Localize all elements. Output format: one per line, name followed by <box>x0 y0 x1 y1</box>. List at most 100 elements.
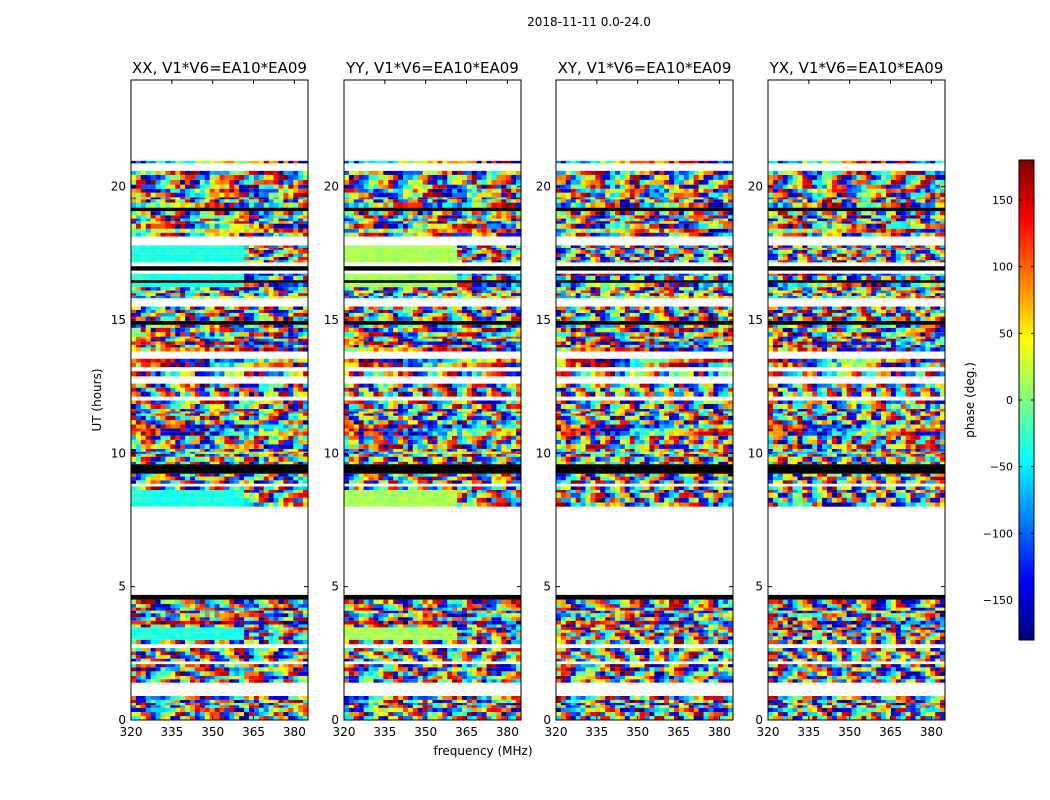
heatmap-cell <box>150 358 156 363</box>
heatmap-cell <box>150 256 156 261</box>
heatmap-cell <box>462 664 468 668</box>
heatmap-cell <box>145 290 152 294</box>
heatmap-cell <box>283 391 289 397</box>
heatmap-cell <box>185 295 191 299</box>
heatmap-cell <box>224 197 230 200</box>
heatmap-cell <box>383 648 389 652</box>
heatmap-cell <box>293 290 299 294</box>
heatmap-cell <box>506 696 512 700</box>
heatmap-cell <box>506 490 512 493</box>
heatmap-cell <box>417 632 424 637</box>
heatmap-cell <box>249 413 255 416</box>
heatmap-cell <box>368 675 374 680</box>
heatmap-cell <box>165 699 171 703</box>
heatmap-cell <box>263 604 270 608</box>
heatmap-cell <box>403 624 409 628</box>
heatmap-cell <box>476 502 483 507</box>
heatmap-cell <box>348 679 355 683</box>
heatmap-cell <box>368 658 374 662</box>
heatmap-cell <box>175 490 181 493</box>
heatmap-cell <box>150 629 156 633</box>
heatmap-cell <box>175 702 181 706</box>
heatmap-cell <box>190 705 196 708</box>
heatmap-cell <box>131 232 137 237</box>
heatmap-cell <box>288 324 294 328</box>
heatmap-cell <box>393 636 399 640</box>
heatmap-cell <box>229 632 235 637</box>
heatmap-cell <box>199 260 206 263</box>
heatmap-cell <box>234 679 240 683</box>
heatmap-cell <box>363 664 369 668</box>
heatmap-cell <box>234 245 240 248</box>
heatmap-cell <box>283 338 289 342</box>
heatmap-cell <box>403 492 409 498</box>
heatmap-cell <box>506 502 512 507</box>
heatmap-cell <box>131 415 137 421</box>
heatmap-cell <box>268 324 274 328</box>
heatmap-cell <box>278 648 284 652</box>
heatmap-cell <box>170 476 176 481</box>
heatmap-cell <box>145 275 152 281</box>
heatmap-cell <box>388 497 394 503</box>
heatmap-cell <box>150 293 156 296</box>
heatmap-cell <box>194 415 201 421</box>
heatmap-cell <box>150 192 156 198</box>
heatmap-cell <box>131 439 137 445</box>
heatmap-cell <box>150 306 156 310</box>
heatmap-cell <box>253 655 260 659</box>
heatmap-cell <box>190 293 196 296</box>
heatmap-cell <box>398 497 404 503</box>
heatmap-cell <box>298 199 304 203</box>
heatmap-cell <box>258 456 265 462</box>
heatmap-cell <box>199 702 206 706</box>
heatmap-cell <box>516 617 521 621</box>
heatmap-cell <box>273 400 279 404</box>
heatmap-cell <box>135 699 142 703</box>
heatmap-cell <box>175 218 181 222</box>
heatmap-cell <box>437 629 443 633</box>
heatmap-cell <box>145 215 152 219</box>
heatmap-cell <box>224 480 230 484</box>
heatmap-cell <box>234 428 240 432</box>
heatmap-cell <box>175 256 181 261</box>
heatmap-cell <box>234 332 240 337</box>
heatmap-cell <box>204 490 211 493</box>
heatmap-cell <box>234 312 240 317</box>
heatmap-cell <box>298 473 304 477</box>
heatmap-cell <box>209 295 215 299</box>
heatmap-cell <box>145 287 152 291</box>
heatmap-cell <box>373 712 379 717</box>
heatmap-cell <box>150 232 156 237</box>
heatmap-cell <box>244 636 250 640</box>
heatmap-cell <box>249 232 255 237</box>
heatmap-cell <box>160 716 166 720</box>
heatmap-cell <box>511 639 517 645</box>
heatmap-cell <box>393 620 399 625</box>
heatmap-cell <box>190 658 196 662</box>
heatmap-cell <box>209 341 215 345</box>
heatmap-cell <box>422 667 428 672</box>
heatmap-cell <box>140 424 147 429</box>
heatmap-cell <box>135 327 142 333</box>
heatmap-cell <box>190 473 196 477</box>
heatmap-cell <box>155 202 161 208</box>
heatmap-cell <box>160 620 166 625</box>
heatmap-cell <box>298 387 304 392</box>
heatmap-cell <box>224 309 230 313</box>
heatmap-cell <box>486 675 492 680</box>
heatmap-cell <box>145 617 152 621</box>
heatmap-cell <box>229 651 235 656</box>
heatmap-cell <box>496 639 502 645</box>
heatmap-cell <box>253 629 260 633</box>
heatmap-cell <box>378 658 384 662</box>
heatmap-cell <box>303 403 308 409</box>
heatmap-cell <box>135 476 142 481</box>
heatmap-cell <box>194 651 201 656</box>
heatmap-cell <box>135 679 142 683</box>
heatmap-cell <box>353 599 360 605</box>
heatmap-cell <box>344 599 350 605</box>
heatmap-cell <box>373 699 379 703</box>
heatmap-cell <box>368 627 374 630</box>
heatmap-cell <box>268 415 274 421</box>
heatmap-cell <box>199 648 206 652</box>
